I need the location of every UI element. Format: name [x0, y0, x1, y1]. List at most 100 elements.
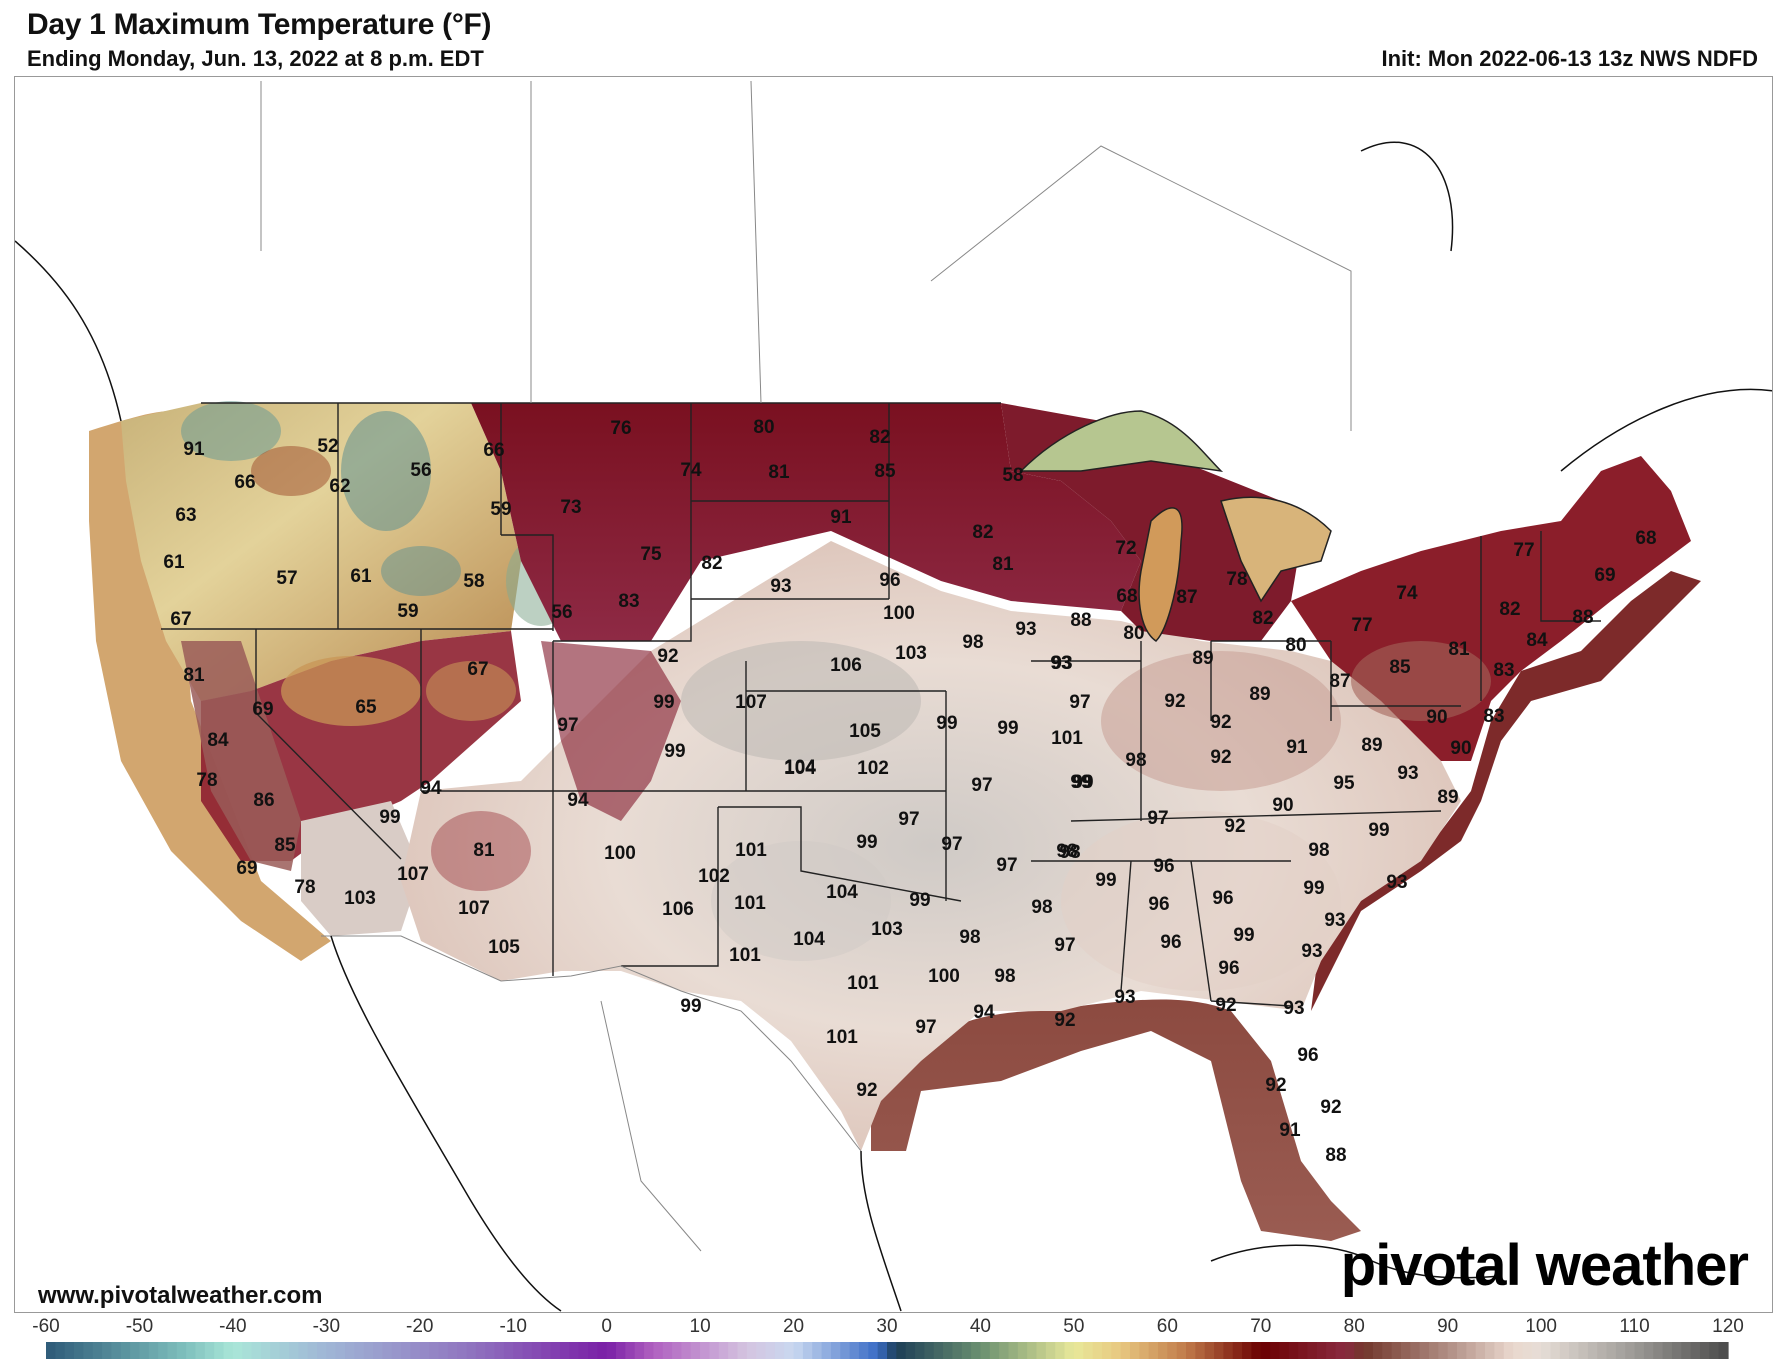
temp-label: 82: [701, 553, 723, 574]
temp-label: 106: [662, 899, 694, 920]
temp-label: 99: [936, 713, 958, 734]
temp-label: 94: [420, 778, 442, 799]
temp-label: 89: [1437, 787, 1459, 808]
temp-label: 93: [1324, 910, 1346, 931]
political-boundaries: [161, 402, 1601, 1007]
temp-label: 65: [355, 697, 377, 718]
temp-label: 83: [1483, 706, 1505, 727]
scale-tick: -50: [125, 1316, 154, 1337]
init-time: Init: Mon 2022-06-13 13z NWS NDFD: [1381, 46, 1758, 71]
temp-label: 102: [698, 866, 730, 887]
temp-label: 83: [1493, 660, 1515, 681]
temp-label: 68: [1635, 528, 1657, 549]
scale-tick: 60: [1156, 1316, 1178, 1337]
temp-label: 82: [972, 522, 994, 543]
temp-label: 81: [768, 462, 790, 483]
color-scale: -60 -50 -40 -30 -20 -10 0 10 20 30 40 50 60 70 80 90 100…: [32, 1316, 1750, 1360]
temp-label: 104: [826, 882, 858, 903]
temp-label: 107: [458, 898, 490, 919]
temp-label: 98: [1056, 841, 1078, 862]
temp-label: 105: [849, 721, 881, 742]
temp-label: 98: [1125, 750, 1147, 771]
temp-label: 98: [962, 632, 984, 653]
temp-label: 80: [1123, 623, 1145, 644]
temp-label: 104: [784, 758, 816, 779]
temp-label: 96: [1153, 856, 1175, 877]
mexico-outline: [260, 80, 1352, 1252]
temp-label: 97: [1069, 692, 1091, 713]
temp-label: 68: [1116, 586, 1138, 607]
temp-label: 73: [560, 497, 582, 518]
temp-label: 99: [1368, 820, 1390, 841]
temp-label: 82: [869, 427, 891, 448]
temp-label: 93: [770, 576, 792, 597]
temp-label: 91: [183, 439, 205, 460]
temp-label: 99: [1070, 772, 1092, 793]
temp-label: 97: [1147, 808, 1169, 829]
temp-label: 103: [895, 643, 927, 664]
temp-label: 91: [1279, 1120, 1301, 1141]
temp-label: 99: [1095, 870, 1117, 891]
scale-tick: 0: [601, 1316, 612, 1337]
pivotal-weather-logo: pivotal weather: [1340, 1233, 1749, 1298]
temp-label: 84: [207, 730, 229, 751]
scale-tick: -40: [219, 1316, 247, 1337]
scale-tick: -60: [32, 1316, 60, 1337]
temp-label: 101: [735, 840, 767, 861]
temp-label: 78: [1226, 569, 1248, 590]
temp-label: 58: [1002, 465, 1024, 486]
temp-label: 92: [1164, 691, 1186, 712]
temp-label: 91: [830, 507, 852, 528]
scale-tick: -30: [312, 1316, 341, 1337]
temp-label: 59: [397, 601, 419, 622]
temp-label: 107: [397, 864, 429, 885]
temp-label: 99: [1072, 772, 1094, 793]
temp-label: 63: [175, 505, 197, 526]
temp-label: 93: [1050, 653, 1072, 674]
temp-label: 96: [1218, 958, 1240, 979]
temp-label: 59: [490, 499, 512, 520]
temp-label: 82: [1499, 599, 1521, 620]
temp-label: 93: [1397, 763, 1419, 784]
temp-label: 92: [1054, 1010, 1076, 1031]
temp-label: 103: [871, 919, 903, 940]
temp-label: 106: [830, 655, 862, 676]
temp-label: 56: [410, 460, 432, 481]
temp-label: 69: [236, 858, 258, 879]
temp-label: 83: [618, 591, 640, 612]
temp-label: 97: [898, 809, 920, 830]
temp-label: 87: [1176, 587, 1198, 608]
map-title: Day 1 Maximum Temperature (°F): [27, 8, 492, 41]
valid-time: Ending Monday, Jun. 13, 2022 at 8 p.m. E…: [27, 46, 484, 71]
scale-tick: 110: [1619, 1316, 1650, 1337]
color-scale-bar: [46, 1342, 1729, 1359]
temp-label: 94: [567, 790, 589, 811]
temp-label: 93: [1015, 619, 1037, 640]
temp-label: 88: [1572, 607, 1594, 628]
site-url[interactable]: www.pivotalweather.com: [38, 1282, 323, 1309]
temp-label: 74: [1396, 583, 1418, 604]
temp-label: 81: [992, 554, 1014, 575]
temp-label: 58: [463, 571, 485, 592]
temperature-map[interactable]: 91 66 52 62 63 61 57 67 56 61 59 66 59 58 76 73 74 75 56 83…: [14, 76, 1773, 1313]
temp-label: 97: [941, 834, 963, 855]
temp-label: 99: [664, 741, 686, 762]
temp-label: 102: [857, 758, 889, 779]
scale-tick: -20: [406, 1316, 434, 1337]
temp-label: 103: [344, 888, 376, 909]
temp-label: 92: [657, 646, 679, 667]
temp-label: 61: [163, 552, 185, 573]
temp-label: 90: [1426, 707, 1448, 728]
coastlines: [15, 141, 1772, 1312]
temp-label: 99: [1233, 925, 1255, 946]
temp-label: 57: [276, 568, 298, 589]
temp-label: 99: [653, 692, 675, 713]
temp-label: 92: [1265, 1075, 1287, 1096]
temp-label: 97: [1054, 935, 1076, 956]
temp-label: 85: [1389, 657, 1411, 678]
temp-label: 89: [1361, 735, 1383, 756]
temp-label: 97: [557, 715, 579, 736]
scale-tick: 40: [969, 1316, 992, 1337]
temp-label: 94: [973, 1002, 995, 1023]
temp-label: 99: [856, 832, 878, 853]
